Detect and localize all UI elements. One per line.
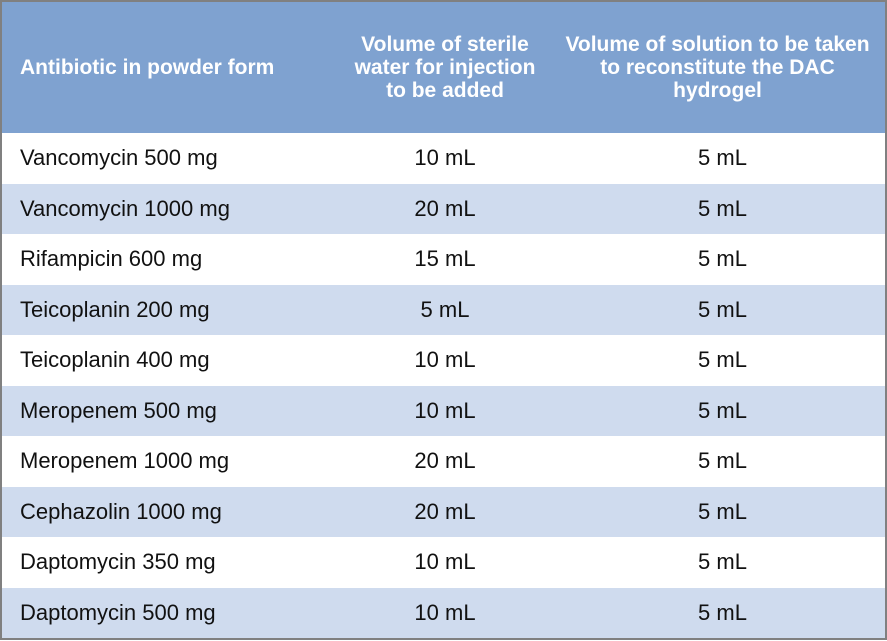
water-volume-cell: 10 mL xyxy=(414,397,476,423)
water-volume-cell: 20 mL xyxy=(414,448,476,474)
solution-volume-cell: 5 mL xyxy=(698,195,747,221)
solution-volume-cell: 5 mL xyxy=(698,498,747,524)
table-row: Vancomycin 500 mg 10 mL 5 mL xyxy=(2,133,885,184)
antibiotic-cell: Meropenem 500 mg xyxy=(20,397,217,423)
table-header-row: Antibiotic in powder form Volume of ster… xyxy=(2,2,885,133)
table-row: Rifampicin 600 mg 15 mL 5 mL xyxy=(2,234,885,285)
table-row: Meropenem 500 mg 10 mL 5 mL xyxy=(2,385,885,436)
solution-volume-cell: 5 mL xyxy=(698,145,747,171)
table-row: Vancomycin 1000 mg 20 mL 5 mL xyxy=(2,183,885,234)
water-volume-cell: 5 mL xyxy=(420,296,470,322)
water-volume-cell: 10 mL xyxy=(414,145,476,171)
header-antibiotic: Antibiotic in powder form xyxy=(20,56,275,79)
solution-volume-cell: 5 mL xyxy=(698,246,747,272)
solution-volume-cell: 5 mL xyxy=(698,397,747,423)
solution-volume-cell: 5 mL xyxy=(698,347,747,373)
antibiotic-cell: Vancomycin 1000 mg xyxy=(20,195,230,221)
solution-volume-cell: 5 mL xyxy=(698,599,747,625)
solution-volume-cell: 5 mL xyxy=(698,549,747,575)
water-volume-cell: 10 mL xyxy=(414,347,476,373)
table-row: Meropenem 1000 mg 20 mL 5 mL xyxy=(2,436,885,487)
header-solution-volume: Volume of solution to be taken to recons… xyxy=(565,33,870,102)
antibiotic-cell: Vancomycin 500 mg xyxy=(20,145,218,171)
antibiotic-cell: Daptomycin 500 mg xyxy=(20,599,216,625)
water-volume-cell: 20 mL xyxy=(414,195,476,221)
antibiotic-cell: Meropenem 1000 mg xyxy=(20,448,230,474)
table-row: Daptomycin 350 mg 10 mL 5 mL xyxy=(2,537,885,588)
table-row: Daptomycin 500 mg 10 mL 5 mL xyxy=(2,587,885,638)
table-row: Teicoplanin 400 mg 10 mL 5 mL xyxy=(2,335,885,386)
table-row: Teicoplanin 200 mg 5 mL 5 mL xyxy=(2,284,885,335)
antibiotic-cell: Daptomycin 350 mg xyxy=(20,549,216,575)
solution-volume-cell: 5 mL xyxy=(698,296,747,322)
antibiotic-cell: Teicoplanin 400 mg xyxy=(20,347,210,373)
water-volume-cell: 10 mL xyxy=(414,599,476,625)
water-volume-cell: 15 mL xyxy=(414,246,476,272)
table-row: Cephazolin 1000 mg 20 mL 5 mL xyxy=(2,486,885,537)
water-volume-cell: 20 mL xyxy=(414,498,476,524)
header-water-volume: Volume of sterile water for injection to… xyxy=(354,33,536,102)
antibiotic-cell: Cephazolin 1000 mg xyxy=(20,498,222,524)
antibiotic-cell: Teicoplanin 200 mg xyxy=(20,296,210,322)
water-volume-cell: 10 mL xyxy=(414,549,476,575)
solution-volume-cell: 5 mL xyxy=(698,448,747,474)
antibiotic-cell: Rifampicin 600 mg xyxy=(20,246,203,272)
